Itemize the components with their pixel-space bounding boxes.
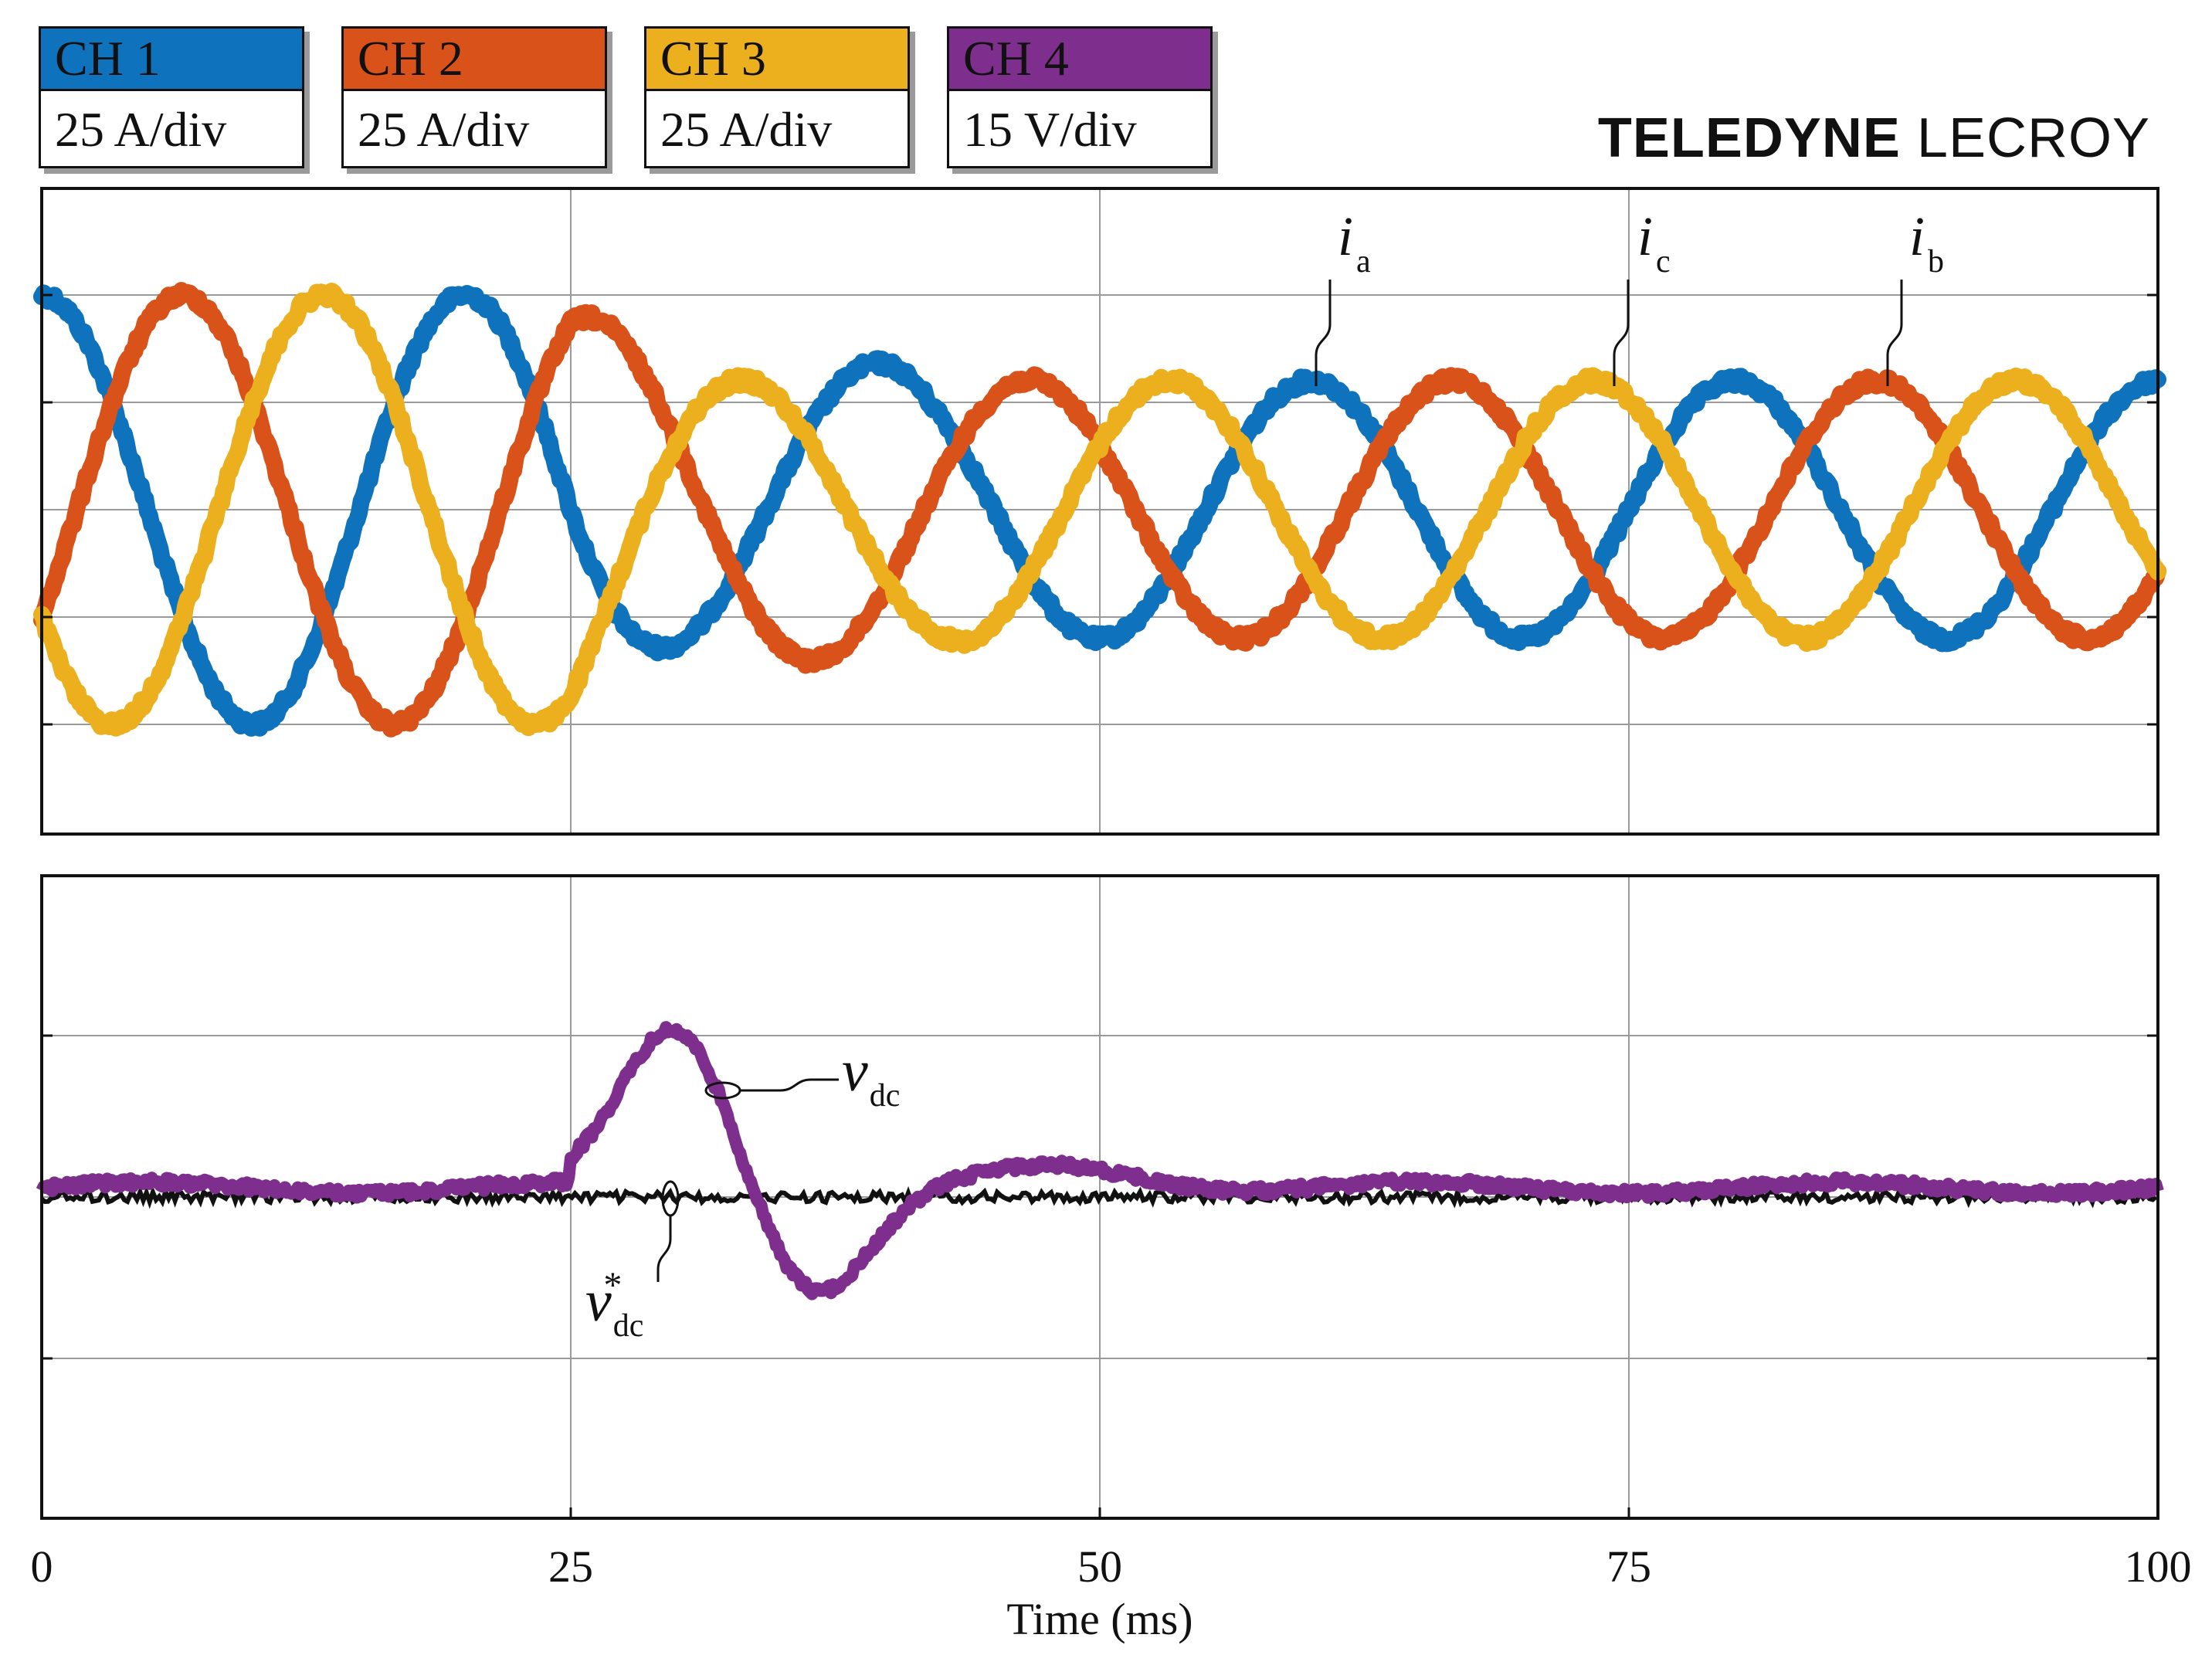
legend-ch1-label: CH 1 [41, 29, 302, 91]
series-i_c [33, 283, 2166, 737]
legend-ch4-scale: 15 V/div [963, 102, 1137, 157]
legend-ch3-label: CH 3 [646, 29, 908, 91]
annotations: ia ic ib vdc vdc* [585, 205, 1944, 1344]
leader-vdc [740, 1078, 839, 1092]
leader-ic [1613, 280, 1630, 386]
x-tick-100: 100 [2125, 1541, 2192, 1592]
legend-ch2-scale: 25 A/div [358, 102, 530, 157]
x-axis: 0 25 50 75 100 Time (ms) [31, 1541, 2192, 1644]
x-tick-25: 25 [548, 1541, 593, 1592]
x-tick-50: 50 [1077, 1541, 1122, 1592]
legend-ch4: CH 4 15 V/div [947, 26, 1213, 168]
legend-ch1-scale: 25 A/div [55, 102, 227, 157]
label-vdc-ref: vdc* [585, 1265, 643, 1344]
x-tick-0: 0 [31, 1541, 53, 1592]
leader-ia [1315, 280, 1332, 386]
legend-ch2: CH 2 25 A/div [341, 26, 607, 168]
label-ib: ib [1909, 205, 1944, 280]
label-vdc: vdc [842, 1039, 900, 1114]
voltage-panel [36, 874, 2164, 1520]
legend-ch1: CH 1 25 A/div [39, 26, 304, 168]
leader-ib [1886, 280, 1903, 386]
series-vdc [36, 1021, 2164, 1300]
top-plot-frame [40, 187, 2159, 836]
label-ia: ia [1338, 205, 1371, 280]
legend-ch2-label: CH 2 [344, 29, 605, 91]
x-axis-label: Time (ms) [1006, 1594, 1193, 1644]
brand-bold: TELEDYNE [1597, 107, 1901, 169]
leader-vdc-ref [656, 1216, 672, 1282]
legend-ch3: CH 3 25 A/div [644, 26, 910, 168]
x-tick-75: 75 [1606, 1541, 1651, 1592]
legend-ch4-label: CH 4 [949, 29, 1210, 91]
brand-light: LECROY [1916, 107, 2150, 169]
legend-ch3-scale: 25 A/div [660, 102, 833, 157]
brand-logo: TELEDYNE LECROY [1598, 107, 2150, 170]
label-ic: ic [1637, 205, 1671, 280]
current-panel [33, 187, 2166, 836]
